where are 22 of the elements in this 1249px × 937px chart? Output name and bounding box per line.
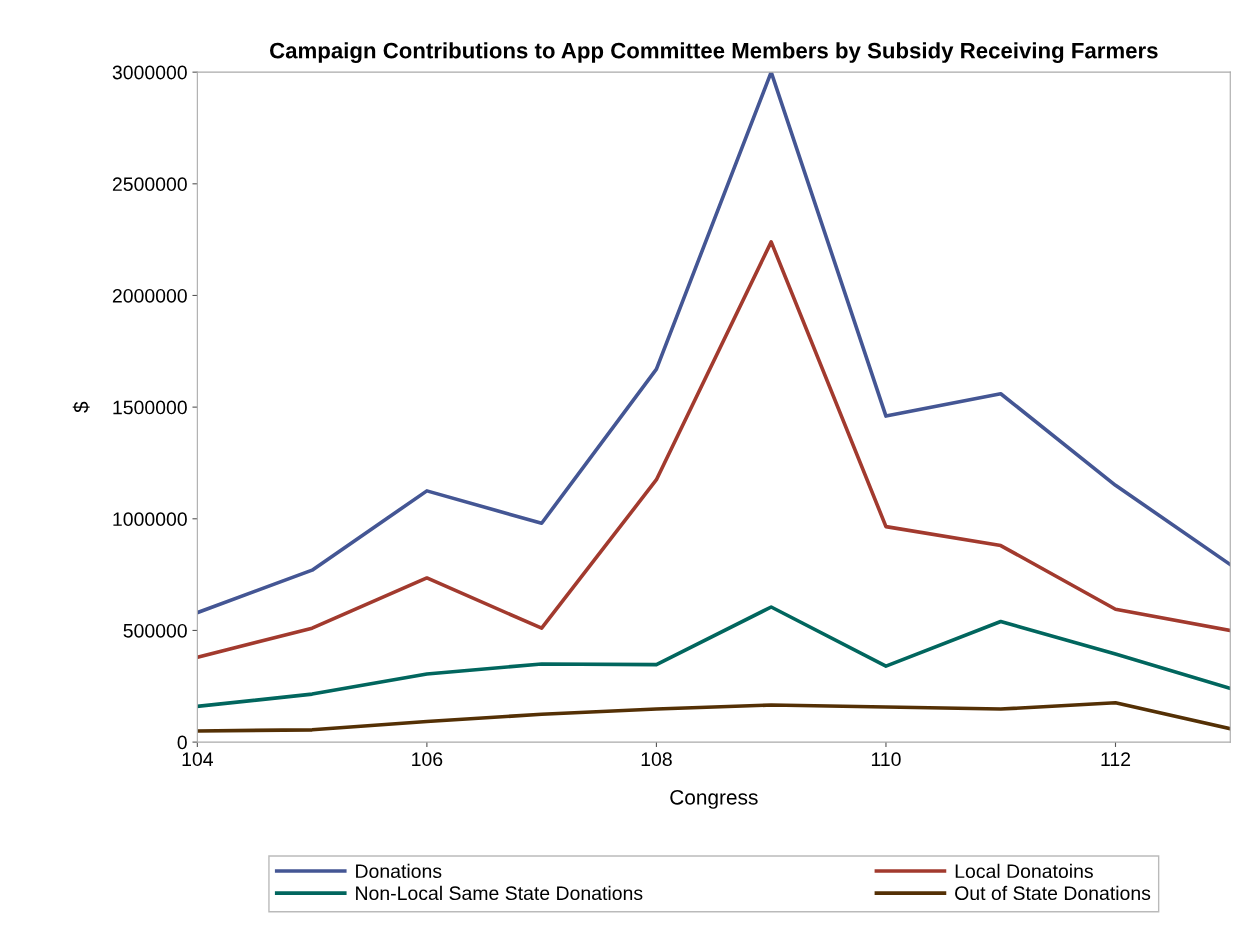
y-tick-label: 500000 [123,623,187,638]
x-tick-label: 106 [412,752,443,767]
x-tick-label: 112 [1101,752,1131,766]
y-tick-label: 2500000 [112,177,187,192]
y-tick-label: 1500000 [113,400,187,415]
x-tick-label: 110 [871,752,901,767]
chart-title: Campaign Contributions to App Committee Members by Subsidy Receiving Farmers [270,42,1158,63]
legend-label: Out of State Donations [955,885,1151,901]
line-series [197,700,1231,733]
line-series [197,605,1231,709]
legend-label: Non-Local Same State Donations [356,885,643,901]
x-tick-label: 108 [641,752,672,767]
y-tick-label: 3000000 [112,65,187,80]
y-axis-title: $ [72,401,90,413]
legend-label: Local Donatoins [955,863,1093,879]
y-tick-label: 1000000 [113,512,187,527]
y-tick-label: 0 [177,735,187,750]
line-series [197,240,1231,660]
x-axis-title: Congress [670,789,758,809]
legend-label: Donations [356,863,442,879]
x-tick-label: 104 [182,752,213,767]
y-tick-label: 2000000 [112,288,187,303]
